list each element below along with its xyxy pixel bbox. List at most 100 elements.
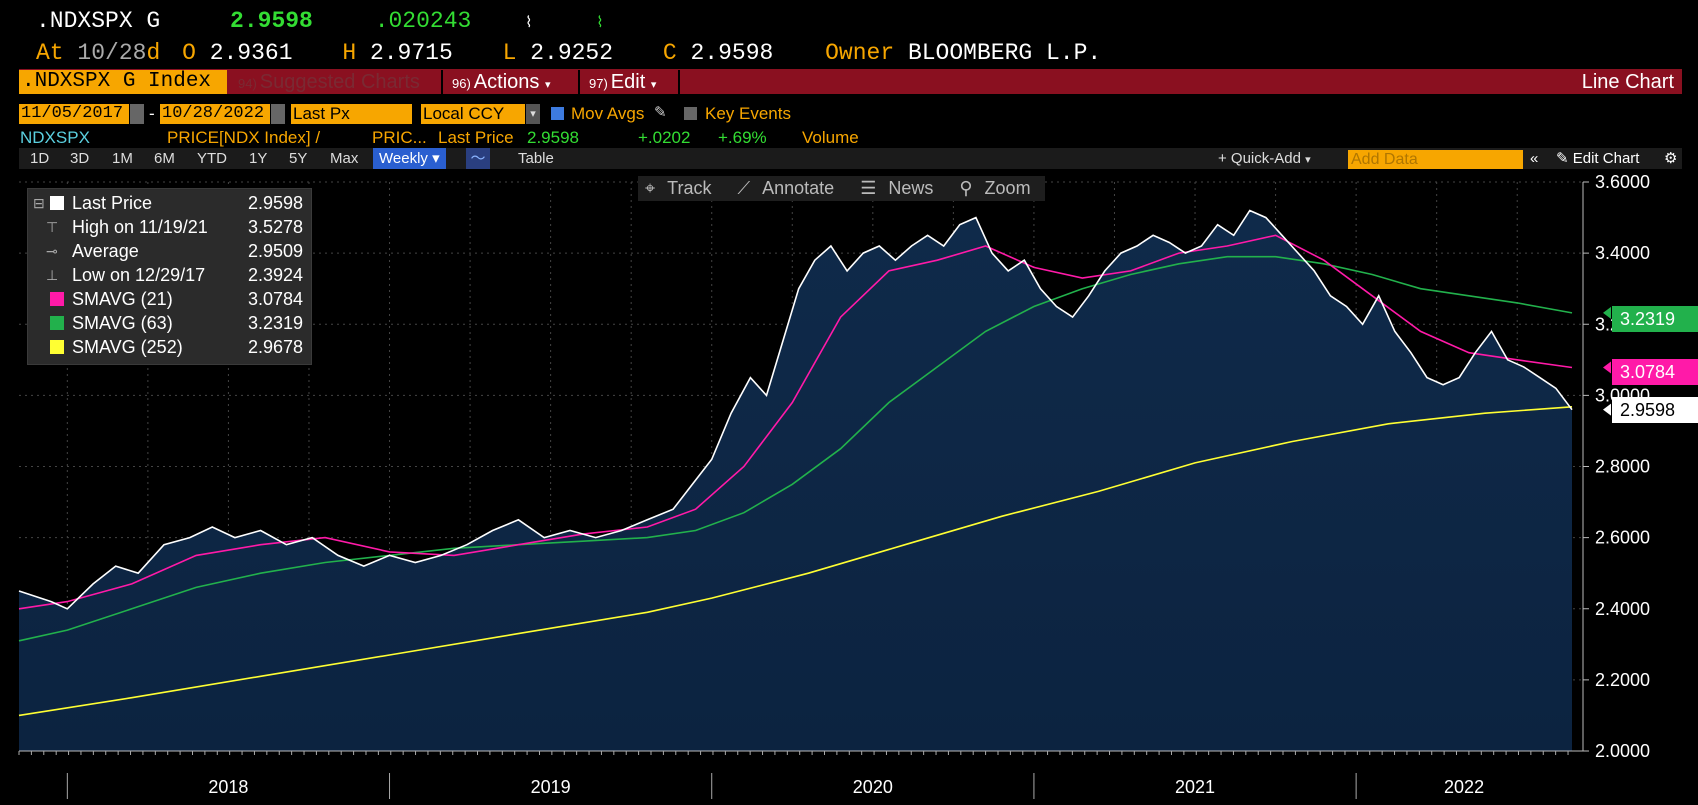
price-marker-icon [1603,361,1611,374]
range-max[interactable]: Max [330,150,359,167]
owner-value: BLOOMBERG L.P. [907,40,1102,66]
gear-icon[interactable]: ⚙ [1664,150,1678,167]
ohlc-row: At 10/28d O 2.9361 H 2.9715 L 2.9252 C 2… [36,40,1101,66]
actions-menu[interactable]: 96) Actions ▾ [446,70,556,94]
chevron-down-icon: ▾ [1305,154,1311,166]
range-1y[interactable]: 1Y [249,150,268,167]
news-tool[interactable]: ☰ News [860,178,934,198]
key-events-checkbox[interactable] [684,107,697,120]
sparkline-icon: ⌇ [525,15,533,32]
legend-label: SMAVG (21) [72,289,173,309]
y-tick-label: 2.0000 [1595,741,1650,761]
add-data-input[interactable]: Add Data [1348,150,1523,169]
range-1m[interactable]: 1M [112,150,133,167]
legend-swatch [50,340,64,354]
low-marker-icon: ⊥ [46,267,59,283]
end-date-field[interactable]: 10/28/2022 [160,104,270,124]
open-label: O [182,40,196,66]
legend-label: Average [72,241,139,261]
legend-label: High on 11/19/21 [72,217,208,237]
at-date: 10/28 [77,40,147,66]
frequency-label: Weekly [379,150,428,167]
volume-label: Volume [802,128,859,147]
price-tag-last-price: 2.9598 [1612,397,1698,423]
legend-last-price: ⊟ Last Price 2.9598 [28,191,311,215]
zoom-label: Zoom [984,178,1031,198]
y-tick-label: 2.2000 [1595,670,1650,690]
menu-separator [578,70,580,94]
pencil-icon[interactable]: ✎ [654,104,667,121]
start-date-field[interactable]: 11/05/2017 [19,104,129,124]
price-tag-smavg-21: 3.0784 [1612,359,1698,385]
edit-chart-label: Edit Chart [1572,150,1640,167]
range-3d[interactable]: 3D [70,150,90,167]
actions-num: 96) [452,76,471,91]
range-6m[interactable]: 6M [154,150,175,167]
legend-average: ⊸ Average 2.9509 [28,239,311,263]
legend-smavg-252: SMAVG (252) 2.9678 [28,335,311,359]
price-field-select[interactable]: Last Px [291,104,412,124]
menu-separator [441,70,443,94]
price-marker-icon [1603,403,1611,416]
security-field[interactable]: .NDXSPX G Index [19,70,227,94]
suggested-label: Suggested Charts [259,71,420,93]
edit-chart-button[interactable]: ✎ Edit Chart [1556,148,1639,169]
mov-avgs-checkbox[interactable] [551,107,564,120]
quick-add-label: + Quick-Add [1218,150,1301,167]
chevron-down-icon[interactable]: ▾ [526,104,540,124]
collapse-icon[interactable]: « [1530,150,1539,167]
legend-label: Last Price [72,193,153,213]
legend-label: Low on 12/29/17 [72,265,206,285]
legend-value: 2.9509 [247,241,303,261]
annotate-label: Annotate [762,178,835,198]
collapse-box-icon[interactable]: ⊟ [33,195,45,211]
legend-swatch [50,196,64,210]
actions-label: Actions [473,71,540,93]
range-ytd[interactable]: YTD [197,150,227,167]
frequency-select[interactable]: Weekly ▾ [373,148,446,169]
quick-add-button[interactable]: + Quick-Add ▾ [1218,148,1311,169]
y-tick-label: 3.4000 [1595,243,1650,263]
line-chart-icon[interactable]: 〜 [466,148,490,169]
series-line-last-price [18,209,1573,610]
calendar-icon[interactable] [271,104,285,124]
x-tick-label: 2022 [1444,777,1484,797]
key-events-label: Key Events [705,104,791,123]
price-marker-icon [1603,306,1611,319]
legend-value: 3.2319 [247,313,303,333]
ticker-symbol: .NDXSPX G [36,8,161,34]
close-label: C [662,40,677,66]
zoom-tool[interactable]: ⚲ Zoom [959,178,1031,198]
legend-smavg-21: SMAVG (21) 3.0784 [28,287,311,311]
chart-type-label[interactable]: Line Chart [1581,71,1674,93]
table-button[interactable]: Table [518,150,554,167]
currency-select[interactable]: Local CCY [421,104,525,124]
legend-smavg-63: SMAVG (63) 3.2319 [28,311,311,335]
chart-tools: ⌖ Track ⟋ Annotate ☰ News ⚲ Zoom [638,176,1045,201]
date-dash: - [149,104,155,123]
series-change: +.0202 [638,128,691,147]
quote-header: .NDXSPX G 2.9598 .020243 ⌇ ⌇ [36,8,604,34]
chart-legend[interactable]: ⊟ Last Price 2.9598 ⊤ High on 11/19/21 3… [27,188,312,365]
series-formula-truncated: PRIC... [372,128,427,147]
high-marker-icon: ⊤ [46,219,59,235]
price-area [19,210,1572,751]
mov-avgs-label: Mov Avgs [571,104,645,123]
series-last-price: 2.9598 [527,128,579,147]
annotate-tool[interactable]: ⟋ Annotate [737,178,835,198]
intraday-sparkline-icon: ⌇ [596,15,604,32]
edit-menu[interactable]: 97) Edit ▾ [583,70,662,94]
legend-value: 3.5278 [247,217,303,237]
chevron-down-icon: ▾ [544,79,551,91]
suggested-charts-menu[interactable]: 94) Suggested Charts [232,70,426,94]
range-5y[interactable]: 5Y [289,150,308,167]
chevron-down-icon: ▾ [650,79,657,91]
series-pct-change: +.69% [718,128,767,147]
x-tick-label: 2019 [531,777,571,797]
calendar-icon[interactable] [130,104,144,124]
y-tick-label: 2.8000 [1595,457,1650,477]
suggested-num: 94) [238,76,257,91]
range-1d[interactable]: 1D [30,150,50,167]
track-tool[interactable]: ⌖ Track [645,178,712,198]
